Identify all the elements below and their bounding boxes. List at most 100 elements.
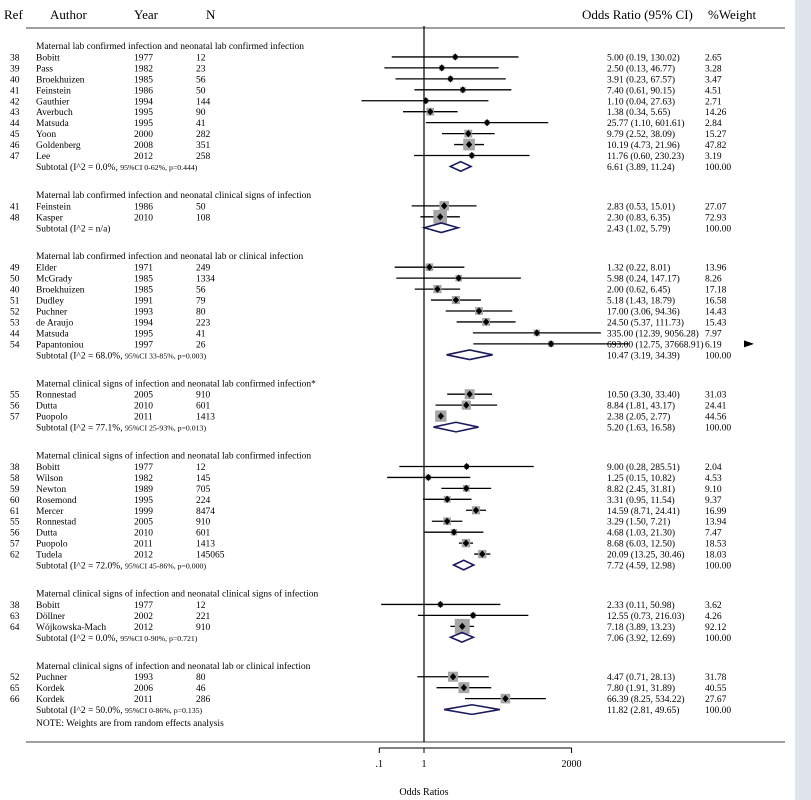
study-odds-ratio: 7.40 (0.61, 90.15) [607, 85, 675, 96]
point-estimate [466, 390, 473, 398]
subtotal-ci: 95%CI 0-90%, p=0.721) [120, 634, 198, 643]
study-author: Papantoniou [36, 340, 84, 350]
header-odds-ratio: Odds Ratio (95% CI) [582, 7, 693, 22]
ref-number: 41 [10, 202, 20, 212]
study-n: 56 [196, 286, 206, 296]
ref-number: 41 [10, 86, 20, 96]
study-author: Gauthier [36, 97, 70, 107]
study-odds-ratio: 2.38 (2.05, 2.77) [607, 412, 670, 423]
ref-number: 56 [10, 402, 20, 412]
ref-number: 47 [10, 152, 20, 162]
point-estimate [479, 550, 486, 558]
header-ref: Ref [4, 7, 23, 22]
subtotal-diamond [451, 559, 476, 571]
subtotal-ci: 95%CI 0-86%, p=0.135) [125, 706, 203, 715]
ref-number: 40 [10, 75, 20, 85]
study-odds-ratio: 5.18 (1.43, 18.79) [607, 296, 675, 307]
x-tick-label: .1 [376, 759, 384, 770]
study-weight: 24.41 [705, 402, 727, 412]
study-year: 1982 [134, 474, 153, 484]
study-author: Mercer [36, 507, 64, 517]
study-author: Feinstein [36, 202, 71, 212]
study-n: 8474 [196, 507, 215, 517]
subtotal-ci: 95%CI 33-85%, p=0.003) [125, 351, 206, 360]
study-year: 2012 [134, 551, 153, 561]
study-author: Puopolo [36, 540, 68, 550]
ref-number: 43 [10, 108, 20, 118]
point-estimate [449, 673, 457, 681]
study-author: Puopolo [36, 413, 68, 423]
study-odds-ratio: 9.79 (2.52, 38.09) [607, 129, 675, 140]
subtotal-odds-ratio: 7.06 (3.92, 12.69) [607, 633, 675, 644]
header-author: Author [50, 7, 88, 22]
subtotal-diamond [433, 421, 479, 433]
study-year: 1994 [134, 318, 153, 328]
study-weight: 2.65 [705, 53, 722, 63]
ref-number: 52 [10, 673, 20, 683]
subtotal-heterogeneity: Subtotal (I^2 = 0.0%, [36, 633, 120, 644]
subtotal-odds-ratio: 6.61 (3.89, 11.24) [607, 162, 675, 173]
study-weight: 3.28 [705, 64, 722, 74]
study-n: 224 [196, 496, 211, 506]
study-year: 1989 [134, 485, 153, 495]
point-estimate [443, 517, 451, 525]
study-weight: 27.07 [705, 202, 727, 212]
study-weight: 72.93 [705, 213, 727, 223]
subtotal-heterogeneity: Subtotal (I^2 = 68.0%, [36, 350, 125, 361]
subtotal-diamond [448, 160, 473, 173]
study-author: Dutta [36, 529, 58, 539]
point-estimate [463, 462, 470, 471]
study-year: 1994 [134, 97, 153, 107]
point-estimate [547, 340, 555, 348]
study-n: 145 [196, 474, 211, 484]
study-weight: 16.99 [705, 507, 727, 517]
point-estimate [447, 75, 454, 83]
scrollbar-track[interactable] [795, 0, 811, 800]
study-n: 601 [196, 529, 211, 539]
point-estimate [459, 622, 466, 630]
study-odds-ratio: 1.25 (0.15, 10.82) [607, 473, 675, 484]
point-estimate [483, 119, 491, 127]
study-author: Newton [36, 485, 66, 495]
subtotal-ci: 95%CI 45-86%, p=0.000) [125, 562, 206, 571]
study-odds-ratio: 24.50 (5.37, 111.73) [607, 317, 684, 328]
subtotal-odds-ratio: 2.43 (1.02, 5.79) [607, 223, 670, 234]
study-odds-ratio: 66.39 (8.25, 534.22) [607, 694, 685, 705]
ref-number: 52 [10, 307, 20, 317]
study-year: 1977 [134, 53, 153, 63]
ref-number: 57 [10, 540, 20, 550]
study-n: 145065 [196, 551, 225, 561]
point-estimate [434, 285, 441, 293]
study-author: Puchner [36, 673, 68, 683]
study-year: 2008 [134, 141, 153, 151]
study-n: 12 [196, 463, 206, 473]
study-year: 2011 [134, 413, 153, 423]
study-year: 1995 [134, 108, 153, 118]
study-year: 1995 [134, 496, 153, 506]
study-weight: 14.26 [705, 108, 727, 118]
point-estimate [427, 108, 434, 116]
study-weight: 15.27 [705, 130, 727, 140]
study-author: Averbuch [36, 108, 73, 118]
x-tick-label: 2000 [562, 759, 582, 770]
ref-number: 66 [10, 695, 20, 705]
study-weight: 6.19 [705, 340, 722, 350]
study-year: 1971 [134, 264, 153, 274]
ref-number: 51 [10, 297, 20, 307]
study-n: 910 [196, 391, 211, 401]
subtotal-ci: 95%CI 25-93%, p=0.013) [125, 424, 206, 433]
study-year: 1993 [134, 673, 153, 683]
study-author: Puchner [36, 307, 68, 317]
ci-arrow [744, 340, 754, 348]
point-estimate [437, 412, 445, 420]
subtotal-heterogeneity: Subtotal (I^2 = 0.0%, [36, 162, 120, 173]
study-n: 41 [196, 119, 206, 129]
study-n: 1413 [196, 413, 215, 423]
study-weight: 7.97 [705, 329, 722, 339]
study-odds-ratio: 10.50 (3.30, 33.40) [607, 390, 680, 401]
ref-number: 42 [10, 97, 20, 107]
study-n: 46 [196, 684, 206, 694]
study-author: Matsuda [36, 119, 70, 129]
ref-number: 48 [10, 213, 20, 223]
